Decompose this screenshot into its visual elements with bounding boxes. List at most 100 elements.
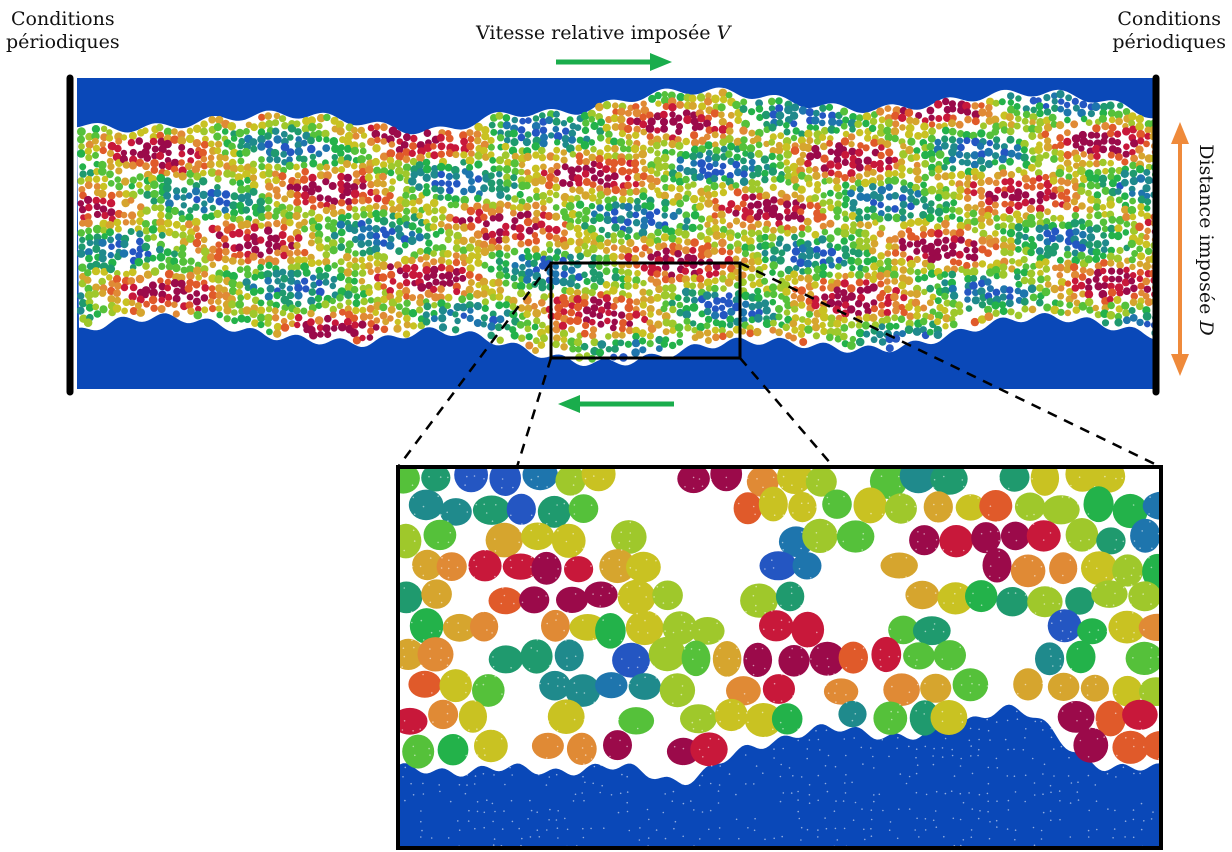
particle — [1102, 275, 1109, 283]
particle — [618, 268, 625, 275]
particle — [84, 181, 93, 190]
particle — [1106, 101, 1115, 110]
particle — [337, 228, 346, 237]
mesh-node — [513, 602, 515, 605]
mesh-node — [1008, 531, 1010, 534]
particle — [949, 165, 957, 172]
mesh-node — [1096, 657, 1099, 660]
particle — [501, 151, 510, 160]
particle — [214, 225, 222, 232]
particle — [78, 263, 87, 272]
mesh-node — [925, 587, 928, 589]
particle — [122, 219, 130, 226]
mesh-node — [495, 504, 497, 506]
particle — [575, 273, 583, 282]
particle — [1058, 285, 1065, 292]
particle — [345, 198, 353, 206]
particle — [668, 148, 676, 156]
particle — [315, 287, 325, 297]
particle — [171, 301, 178, 309]
particle — [532, 216, 540, 224]
particle — [257, 264, 264, 271]
zoomed-particle — [930, 467, 968, 495]
particle — [719, 133, 727, 140]
zoomed-particle — [1128, 581, 1161, 612]
particle — [804, 225, 812, 233]
particle — [179, 231, 187, 240]
particle — [271, 314, 280, 322]
particle — [379, 253, 389, 262]
particle — [250, 223, 259, 232]
particle — [314, 130, 323, 138]
particle — [690, 131, 699, 140]
particle — [273, 156, 281, 164]
particle — [351, 235, 360, 244]
particle — [970, 151, 979, 160]
particle — [905, 123, 915, 133]
mesh-node — [554, 601, 557, 604]
particle — [265, 240, 273, 248]
mesh-node — [720, 613, 722, 615]
particle — [970, 167, 979, 177]
particle — [502, 114, 511, 122]
particle — [855, 114, 864, 122]
particle — [582, 158, 590, 166]
particle — [243, 315, 251, 323]
particle — [660, 96, 670, 105]
particle — [350, 328, 359, 338]
particle — [163, 219, 173, 228]
particle — [350, 162, 358, 170]
particle — [991, 301, 1000, 310]
mesh-node — [941, 503, 944, 506]
particle — [595, 234, 605, 244]
particle — [604, 196, 612, 204]
particle — [134, 257, 144, 267]
particle — [640, 295, 648, 304]
particle — [834, 243, 842, 251]
particle — [726, 315, 735, 324]
particle — [149, 254, 157, 262]
particle — [675, 208, 683, 215]
particle — [416, 168, 425, 177]
particle — [840, 137, 850, 146]
particle — [970, 189, 978, 197]
particle — [359, 225, 367, 233]
particle — [847, 119, 857, 128]
particle — [812, 273, 821, 282]
particle — [237, 142, 245, 150]
particle — [641, 165, 649, 173]
particle — [516, 190, 524, 199]
particle — [264, 313, 273, 323]
particle — [977, 187, 986, 195]
particle — [386, 149, 396, 158]
particle — [1101, 282, 1109, 289]
particle — [539, 112, 546, 119]
particle — [389, 278, 397, 285]
particle — [589, 167, 596, 174]
particle — [1137, 282, 1145, 290]
particle — [575, 186, 584, 195]
mesh-node — [1104, 475, 1106, 478]
particle — [1063, 188, 1071, 195]
particle — [574, 282, 581, 290]
particle — [907, 290, 915, 297]
mesh-node — [728, 523, 730, 526]
particle — [402, 287, 411, 296]
particle — [755, 105, 764, 113]
particle — [870, 160, 878, 169]
zoomed-particle — [1112, 730, 1149, 764]
particle — [660, 174, 669, 183]
mesh-node — [646, 540, 648, 543]
mesh-node — [672, 485, 675, 488]
particle — [539, 118, 548, 126]
particle — [511, 262, 519, 270]
particle — [278, 231, 287, 239]
particle — [957, 143, 965, 152]
particle — [552, 212, 561, 221]
mesh-node — [781, 541, 784, 544]
particle — [705, 149, 713, 157]
particle — [581, 126, 590, 135]
particle — [717, 103, 726, 112]
particle — [422, 253, 430, 261]
particle — [647, 167, 655, 175]
